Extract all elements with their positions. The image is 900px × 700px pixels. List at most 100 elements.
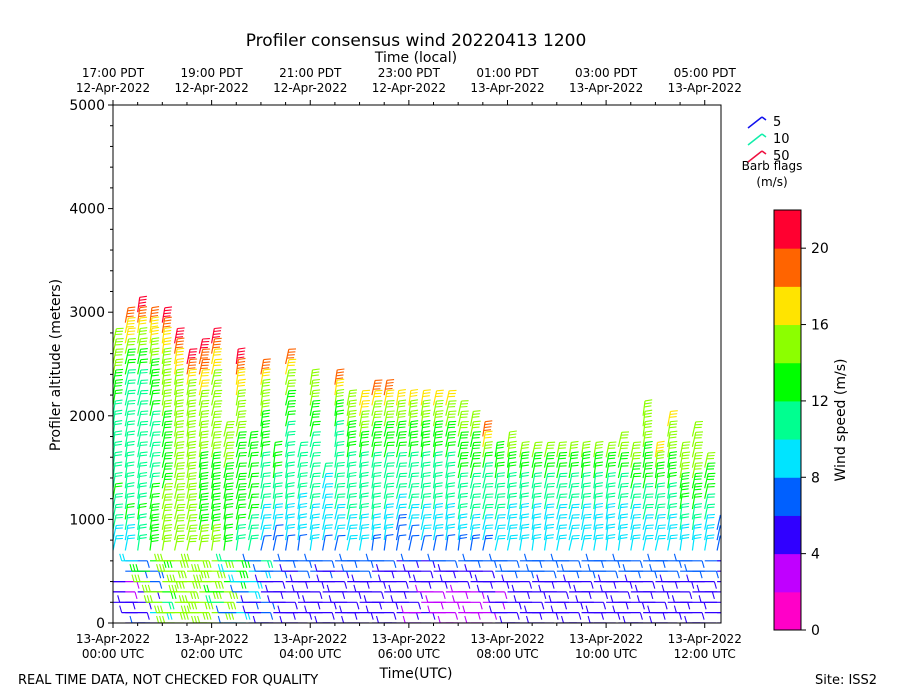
wind-barb-flag (410, 433, 418, 436)
wind-barb-flag (176, 343, 184, 346)
wind-barb-flag (608, 472, 616, 475)
wind-barb-flag (238, 488, 246, 491)
wind-barb-flag (477, 612, 481, 620)
wind-barb-flag (287, 405, 295, 408)
wind-barb-flag (212, 477, 221, 480)
x-tick-time: 08:00 UTC (476, 647, 538, 661)
wind-barb-flag (312, 402, 320, 405)
wind-barb-flag (140, 358, 149, 361)
wind-barb-flag (135, 564, 139, 572)
wind-barb-flag (373, 523, 382, 526)
wind-barb-flag (681, 513, 690, 516)
wind-barb-flag (582, 457, 590, 460)
wind-barb-flag (139, 340, 148, 343)
wind-barb-flag (140, 337, 148, 340)
wind-barb-flag (164, 347, 172, 350)
wind-barb-flag (534, 513, 542, 516)
wind-barb-flag (386, 392, 394, 395)
wind-barb-flag (179, 612, 183, 620)
wind-barb-flag (312, 485, 320, 488)
wind-barb-flag (275, 440, 283, 443)
wind-barb-flag (180, 553, 184, 561)
wind-barb-flag (374, 451, 382, 454)
wind-barb-flag (620, 526, 628, 529)
wind-barb-flag (299, 516, 307, 519)
wind-barb-flag (741, 613, 743, 620)
x-tick-date: 13-Apr-2022 (372, 632, 446, 646)
wind-barb-flag (348, 395, 357, 398)
wind-barb-flag (467, 581, 471, 589)
colorbar-segment (774, 324, 801, 364)
wind-barb-flag (312, 413, 320, 415)
wind-barb-flag (595, 446, 603, 449)
wind-barb-flag (188, 367, 196, 370)
wind-barb-flag (254, 591, 258, 600)
wind-barb-flag (222, 571, 226, 579)
wind-barb-flag (373, 475, 382, 478)
wind-barb-flag (658, 492, 666, 495)
top-tick-date: 12-Apr-2022 (372, 81, 446, 95)
wind-barb-flag (336, 454, 345, 457)
wind-barb-flag (169, 560, 173, 568)
wind-barb-flag (213, 364, 221, 367)
wind-barb-flag (403, 591, 407, 600)
wind-barb-flag (656, 443, 665, 446)
wind-barb-flag (146, 560, 150, 568)
wind-barb-flag (434, 436, 443, 439)
wind-barb-flag (165, 441, 173, 444)
wind-barb-flag (497, 482, 506, 485)
wind-barb-flag (695, 451, 703, 454)
wind-barb-flag (349, 402, 357, 405)
wind-barb-flag (238, 381, 246, 384)
wind-barb-flag (159, 564, 163, 572)
wind-barb-flag (140, 371, 148, 374)
wind-barb-flag (595, 513, 604, 516)
wind-barb-flag (208, 595, 212, 603)
wind-barb-flag (255, 602, 259, 610)
wind-barb-flag (265, 571, 269, 579)
wind-barb-flag (472, 534, 481, 537)
wind-barb-flag (435, 495, 443, 498)
wind-barb-flag (385, 405, 394, 408)
wind-barb-flag (275, 471, 283, 475)
wind-barb-flag (582, 464, 591, 467)
wind-barb-flag (200, 498, 208, 501)
y-tick-label: 0 (96, 616, 105, 632)
wind-barb-flag (459, 536, 467, 540)
wind-barb-flag (201, 513, 210, 516)
wind-barb-flag (361, 513, 370, 516)
wind-barb-flag (534, 475, 542, 478)
wind-barb-flag (498, 503, 506, 506)
wind-barb-flag (526, 591, 531, 600)
wind-barb-flag (243, 581, 247, 589)
wind-barb-flag (288, 351, 296, 353)
wind-barb-flag (237, 366, 245, 369)
wind-barb-flag (287, 441, 296, 443)
wind-barb-flag (399, 454, 407, 457)
wind-barb-flag (188, 392, 197, 395)
wind-barb-flag (263, 461, 271, 464)
wind-barb-flag (620, 537, 628, 540)
wind-barb-flag (449, 584, 454, 593)
wind-barb-flag (223, 622, 224, 623)
wind-barb-flag (188, 357, 196, 359)
wind-barb-flag (422, 412, 431, 415)
wind-barb-flag (208, 560, 212, 568)
wind-barb-flag (152, 403, 160, 405)
wind-barb-flag (521, 513, 530, 516)
wind-barb-flag (349, 451, 357, 454)
wind-barb-flag (233, 602, 237, 610)
wind-barb-flag (607, 495, 616, 498)
wind-barb-flag (370, 612, 374, 620)
wind-barb-flag (188, 422, 196, 426)
wind-barb-flag (391, 622, 393, 623)
wind-barb-flag (213, 502, 221, 506)
wind-barb-flag (608, 534, 616, 537)
wind-barb-flag (353, 584, 357, 593)
wind-barb-flag (263, 482, 272, 485)
wind-barb-flag (201, 524, 210, 526)
wind-barb-flag (151, 371, 160, 374)
wind-barb-flag (546, 526, 554, 529)
wind-barb-flag (237, 356, 245, 359)
wind-barb-flag (140, 420, 149, 423)
